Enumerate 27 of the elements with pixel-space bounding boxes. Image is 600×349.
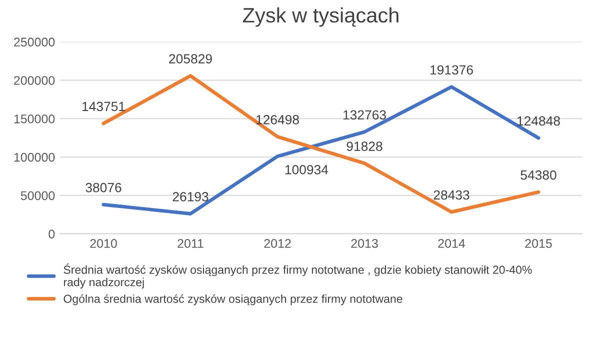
data-label: 26193 (172, 192, 208, 202)
legend-label: Ogólna średnia wartość zysków osiąganych przez firmy nototwane (64, 294, 402, 306)
data-label: 28433 (434, 190, 470, 200)
data-label: 100934 (285, 165, 328, 174)
x-tick-label: 2010 (90, 239, 117, 248)
data-label: 38076 (86, 182, 122, 192)
data-label: 124848 (517, 116, 560, 126)
x-tick-label: 2012 (264, 239, 291, 248)
y-tick-label: 0 (48, 230, 55, 238)
legend-label: Średnia wartość zysków osiąganych przez firmy nototwane , gdzie kobiety stanowiłt 20-40% rady nadzorczej (64, 263, 532, 289)
x-tick-label: 2015 (525, 239, 552, 248)
x-tick-label: 2011 (178, 239, 204, 248)
x-tick-label: 2014 (438, 239, 466, 248)
data-label: 143751 (82, 102, 125, 112)
y-tick-label: 50000 (20, 191, 55, 200)
data-label: 91828 (346, 142, 382, 151)
data-label: 126498 (256, 115, 299, 124)
x-tick-label: 2013 (351, 239, 378, 248)
chart-title: Zysk w tysiącach (242, 7, 398, 27)
y-tick-label: 100000 (14, 152, 55, 162)
y-tick-label: 250000 (14, 38, 55, 47)
y-tick-label: 200000 (14, 76, 55, 85)
y-tick-label: 150000 (14, 114, 55, 124)
data-label: 191376 (430, 65, 473, 75)
data-label: 205829 (169, 54, 212, 64)
data-label: 54380 (520, 170, 556, 180)
data-label: 132763 (343, 110, 386, 120)
